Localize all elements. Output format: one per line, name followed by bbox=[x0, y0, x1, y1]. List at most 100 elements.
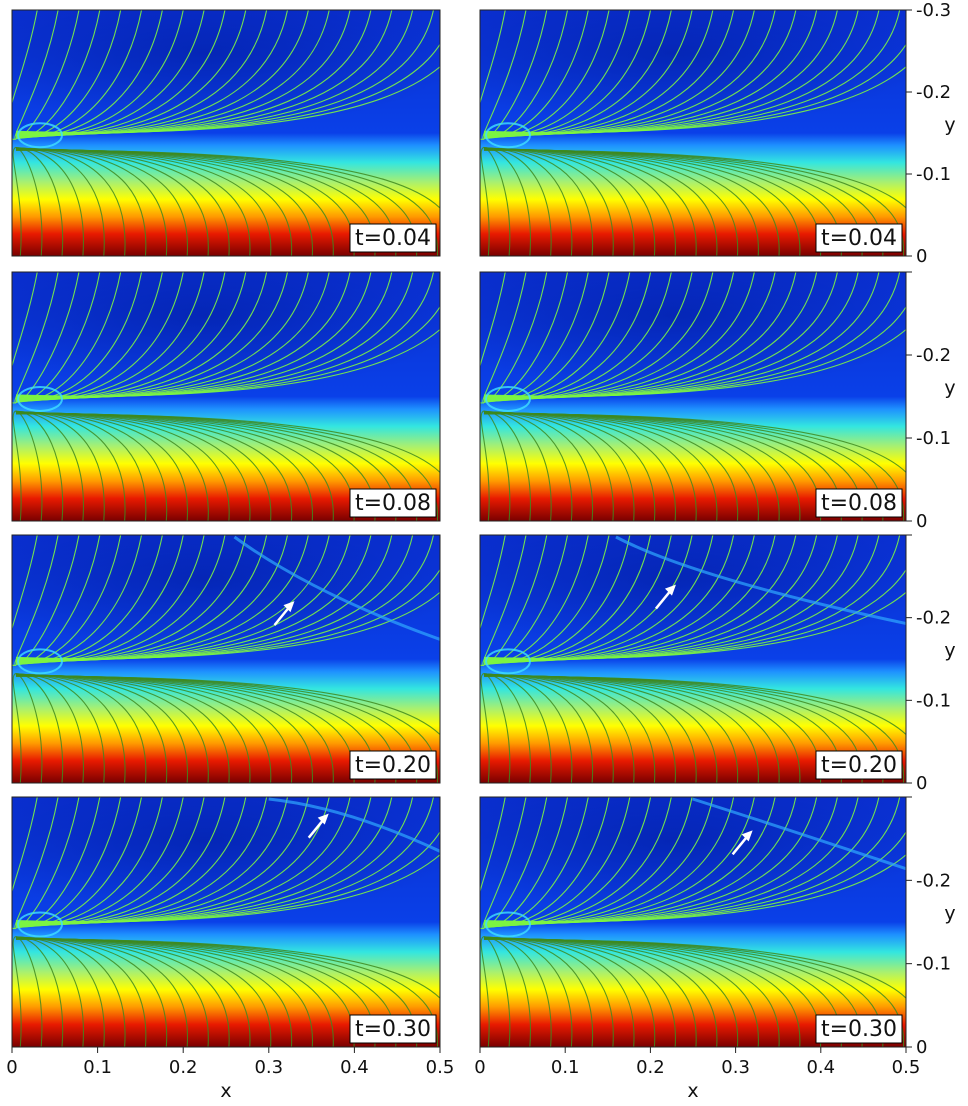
field-line bbox=[480, 146, 490, 256]
field-line bbox=[12, 535, 38, 666]
panel-frame bbox=[479, 271, 907, 522]
y-tick-label: -0.2 bbox=[916, 870, 951, 891]
field-line bbox=[482, 797, 527, 929]
field-lines bbox=[12, 272, 440, 521]
shock-front bbox=[692, 797, 906, 871]
field-lines bbox=[480, 797, 906, 1047]
y-tick-label: 0 bbox=[916, 1037, 927, 1058]
field-line bbox=[14, 535, 59, 666]
field-line bbox=[483, 413, 906, 474]
bubble-structure bbox=[485, 648, 531, 675]
time-label-box bbox=[815, 488, 903, 518]
panel-frame bbox=[11, 534, 441, 784]
field-line bbox=[483, 591, 906, 660]
y-tick-label: -0.1 bbox=[916, 690, 951, 711]
time-label-box bbox=[815, 223, 903, 253]
time-label: t=0.04 bbox=[821, 226, 897, 251]
x-tick-label: 0.2 bbox=[636, 1057, 665, 1078]
field-lines bbox=[12, 535, 440, 783]
shock-front bbox=[268, 797, 440, 853]
field-line bbox=[480, 272, 506, 404]
y-tick-label: 0 bbox=[916, 773, 927, 794]
field-line bbox=[480, 935, 490, 1047]
field-line bbox=[14, 797, 59, 929]
y-axis-title: y bbox=[944, 114, 955, 136]
x-tick-label: 0.4 bbox=[806, 1057, 835, 1078]
field-line bbox=[483, 328, 906, 397]
panel-frame bbox=[11, 271, 441, 522]
field-line bbox=[14, 10, 59, 140]
y-tick-label: -0.2 bbox=[916, 345, 951, 366]
shock-front bbox=[615, 535, 906, 626]
field-line bbox=[482, 535, 527, 666]
x-tick-label: 0.1 bbox=[83, 1057, 112, 1078]
field-line bbox=[483, 675, 906, 736]
bubble-structure bbox=[17, 122, 63, 149]
field-line bbox=[12, 272, 38, 404]
field-line bbox=[12, 410, 22, 521]
field-line bbox=[15, 675, 440, 736]
y-tick-label: -0.2 bbox=[916, 608, 951, 629]
arrow-annotation bbox=[731, 830, 753, 856]
field-line bbox=[12, 672, 22, 783]
time-label-box bbox=[349, 1014, 437, 1044]
bubble-structure bbox=[485, 385, 531, 412]
field-line bbox=[482, 10, 527, 140]
field-line bbox=[14, 272, 59, 404]
time-label: t=0.20 bbox=[821, 753, 897, 778]
bubble-structure bbox=[17, 911, 63, 938]
field-line bbox=[12, 797, 38, 930]
panel-right-1: t=0.04 bbox=[479, 9, 907, 257]
y-axis-title: y bbox=[944, 640, 955, 662]
shock-front bbox=[233, 535, 440, 641]
field-line bbox=[483, 66, 906, 133]
panel-grid: t=0.04 t=0.04 t=0.08 t=0.08 t=0.20 t=0.20 t=0.… bbox=[11, 9, 907, 1048]
field-line bbox=[15, 591, 440, 660]
field-lines bbox=[480, 535, 906, 783]
x-tick-label: 0.4 bbox=[340, 1057, 369, 1078]
field-line bbox=[15, 853, 440, 923]
field-line bbox=[12, 146, 22, 256]
y-tick-label: -0.1 bbox=[916, 164, 951, 185]
time-label: t=0.30 bbox=[355, 1017, 431, 1042]
bubble-structure bbox=[17, 385, 63, 412]
x-axis-title: x bbox=[220, 1080, 231, 1102]
time-label-box bbox=[349, 750, 437, 780]
arrow-annotation bbox=[654, 584, 676, 610]
field-lines bbox=[480, 272, 906, 521]
panel-right-2: t=0.08 bbox=[479, 271, 907, 522]
panel-frame bbox=[11, 796, 441, 1048]
field-line bbox=[483, 854, 906, 923]
bubble-structure bbox=[485, 911, 531, 938]
y-tick-label: 0 bbox=[916, 511, 927, 532]
panel-left-1: t=0.04 bbox=[11, 9, 441, 257]
y-tick-label: -0.2 bbox=[916, 82, 951, 103]
field-line bbox=[480, 410, 490, 521]
time-label-box bbox=[815, 1014, 903, 1044]
x-tick-label: 0.3 bbox=[721, 1057, 750, 1078]
time-label: t=0.08 bbox=[821, 491, 897, 516]
field-line bbox=[15, 66, 440, 133]
field-lines bbox=[12, 797, 440, 1047]
bubble-structure bbox=[485, 122, 531, 149]
panel-left-3: t=0.20 bbox=[11, 534, 441, 784]
arrow-annotation bbox=[273, 601, 295, 626]
x-axis-title: x bbox=[687, 1080, 698, 1102]
panel-frame bbox=[479, 9, 907, 257]
time-label: t=0.04 bbox=[355, 226, 431, 251]
bubble-structure bbox=[17, 648, 63, 675]
x-tick-label: 0.1 bbox=[551, 1057, 580, 1078]
field-line bbox=[480, 535, 506, 666]
y-axis-title: y bbox=[944, 377, 955, 399]
panel-right-3: t=0.20 bbox=[479, 534, 907, 784]
panel-frame bbox=[11, 9, 441, 257]
field-line bbox=[483, 938, 906, 999]
field-line bbox=[12, 935, 22, 1047]
panel-left-2: t=0.08 bbox=[11, 271, 441, 522]
y-tick-label: -0.3 bbox=[916, 0, 951, 21]
field-line bbox=[12, 10, 38, 140]
field-line bbox=[483, 149, 906, 209]
time-label: t=0.08 bbox=[355, 491, 431, 516]
arrow-annotation bbox=[307, 813, 329, 839]
